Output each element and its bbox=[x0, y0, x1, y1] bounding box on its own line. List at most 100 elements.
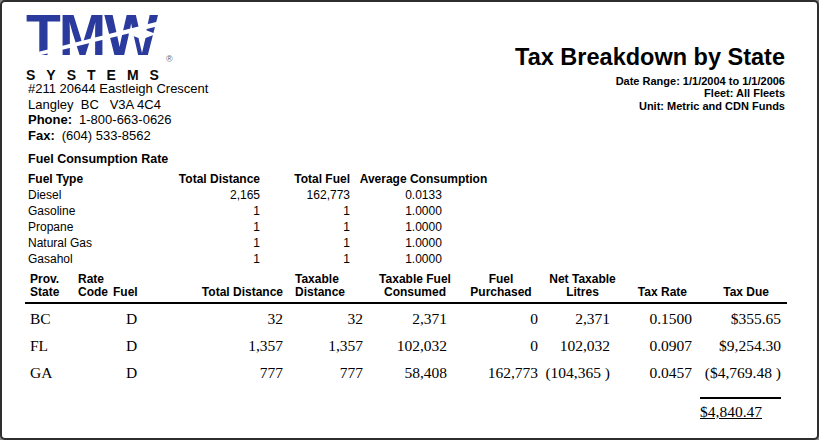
tax-breakdown-table: Prov.State RateCode Fuel Total Distance … bbox=[25, 273, 787, 421]
col-net-taxable-litres: Net TaxableLitres bbox=[540, 273, 625, 303]
table-row: BC D 32 32 2,371 0 2,371 0.1500 $355.65 bbox=[25, 303, 787, 330]
col-tax-due: Tax Due bbox=[695, 273, 787, 303]
report-meta: Date Range: 1/1/2004 to 1/1/2006 Fleet: … bbox=[616, 75, 785, 112]
total-tax-due-cell: $4,840.47 bbox=[695, 384, 787, 421]
tax-rate-cell: 0.0907 bbox=[625, 330, 695, 357]
date-range: Date Range: 1/1/2004 to 1/1/2006 bbox=[616, 75, 785, 87]
net-taxable-litres-cell: (104,365 ) bbox=[540, 357, 625, 384]
average-consumption-cell: 1.0000 bbox=[350, 218, 497, 234]
fuel-cell: D bbox=[113, 357, 178, 384]
state-cell: BC bbox=[25, 303, 73, 330]
col-fuel: Fuel bbox=[113, 273, 178, 303]
net-taxable-litres-cell: 102,032 bbox=[540, 330, 625, 357]
tax-due-cell: $9,254.30 bbox=[695, 330, 787, 357]
tax-due-cell: $355.65 bbox=[695, 303, 787, 330]
fax-line: Fax: (604) 533-8562 bbox=[28, 128, 208, 144]
fuel-consumption-table: Fuel Type Total Distance Total Fuel Aver… bbox=[28, 170, 497, 266]
table-row: Propane 1 1 1.0000 bbox=[28, 218, 497, 234]
col-taxable-fuel-consumed: Taxable FuelConsumed bbox=[368, 273, 462, 303]
unit: Unit: Metric and CDN Funds bbox=[616, 100, 785, 112]
total-fuel-cell: 162,773 bbox=[260, 186, 350, 202]
col-prov-state: Prov.State bbox=[25, 273, 73, 303]
company-logo: TMW ® SYSTEMS bbox=[26, 8, 184, 83]
col-average-consumption: Average Consumption bbox=[350, 170, 497, 186]
col-total-distance: Total Distance bbox=[178, 273, 283, 303]
tax-due-cell: ($4,769.48 ) bbox=[695, 357, 787, 384]
col-tax-rate: Tax Rate bbox=[625, 273, 695, 303]
taxable-fuel-consumed-cell: 2,371 bbox=[368, 303, 462, 330]
phone-value: 1-800-663-0626 bbox=[79, 112, 172, 127]
fuel-type-cell: Propane bbox=[28, 218, 170, 234]
report-page: TMW ® SYSTEMS #211 20644 Eastleigh Cresc… bbox=[0, 0, 819, 440]
sum-rule bbox=[700, 397, 781, 399]
average-consumption-cell: 0.0133 bbox=[350, 186, 497, 202]
total-distance-cell: 32 bbox=[178, 303, 283, 330]
total-fuel-cell: 1 bbox=[260, 218, 350, 234]
taxable-distance-cell: 777 bbox=[283, 357, 368, 384]
tmw-logo-mark: TMW ® bbox=[26, 8, 178, 64]
tax-rate-cell: 0.1500 bbox=[625, 303, 695, 330]
col-taxable-distance: TaxableDistance bbox=[283, 273, 368, 303]
total-distance-cell: 1,357 bbox=[178, 330, 283, 357]
col-rate-code: RateCode bbox=[73, 273, 113, 303]
total-fuel-cell: 1 bbox=[260, 234, 350, 250]
fuel-purchased-cell: 162,773 bbox=[462, 357, 540, 384]
total-fuel-cell: 1 bbox=[260, 250, 350, 266]
total-distance-cell: 777 bbox=[178, 357, 283, 384]
average-consumption-cell: 1.0000 bbox=[350, 250, 497, 266]
phone-label: Phone: bbox=[28, 112, 72, 127]
total-tax-due: $4,840.47 bbox=[700, 403, 762, 420]
registered-trademark-icon: ® bbox=[166, 54, 173, 64]
total-distance-cell: 1 bbox=[170, 202, 260, 218]
average-consumption-cell: 1.0000 bbox=[350, 234, 497, 250]
taxable-distance-cell: 1,357 bbox=[283, 330, 368, 357]
total-row: $4,840.47 bbox=[25, 384, 787, 421]
tax-breakdown-section: Prov.State RateCode Fuel Total Distance … bbox=[25, 273, 787, 421]
total-distance-cell: 1 bbox=[170, 218, 260, 234]
fax-label: Fax: bbox=[28, 128, 55, 143]
total-distance-cell: 2,165 bbox=[170, 186, 260, 202]
state-cell: FL bbox=[25, 330, 73, 357]
taxable-distance-cell: 32 bbox=[283, 303, 368, 330]
taxable-fuel-consumed-cell: 102,032 bbox=[368, 330, 462, 357]
total-fuel-cell: 1 bbox=[260, 202, 350, 218]
company-address-block: #211 20644 Eastleigh Crescent Langley BC… bbox=[28, 81, 208, 143]
net-taxable-litres-cell: 2,371 bbox=[540, 303, 625, 330]
fuel-cell: D bbox=[113, 303, 178, 330]
fuel-cell: D bbox=[113, 330, 178, 357]
tmw-logo-text: TMW bbox=[26, 8, 178, 62]
total-distance-cell: 1 bbox=[170, 234, 260, 250]
table-row: Gasahol 1 1 1.0000 bbox=[28, 250, 497, 266]
fuel-type-cell: Gasahol bbox=[28, 250, 170, 266]
total-distance-cell: 1 bbox=[170, 250, 260, 266]
fuel-type-cell: Diesel bbox=[28, 186, 170, 202]
report-title: Tax Breakdown by State bbox=[515, 44, 785, 71]
fuel-purchased-cell: 0 bbox=[462, 330, 540, 357]
col-fuel-purchased: FuelPurchased bbox=[462, 273, 540, 303]
col-total-fuel: Total Fuel bbox=[260, 170, 350, 186]
fuel-purchased-cell: 0 bbox=[462, 303, 540, 330]
fuel-type-cell: Gasoline bbox=[28, 202, 170, 218]
col-total-distance: Total Distance bbox=[170, 170, 260, 186]
fuel-table-header-row: Fuel Type Total Distance Total Fuel Aver… bbox=[28, 170, 497, 186]
fleet: Fleet: All Fleets bbox=[616, 87, 785, 99]
col-fuel-type: Fuel Type bbox=[28, 170, 170, 186]
taxable-fuel-consumed-cell: 58,408 bbox=[368, 357, 462, 384]
table-row: Gasoline 1 1 1.0000 bbox=[28, 202, 497, 218]
fuel-type-cell: Natural Gas bbox=[28, 234, 170, 250]
rate-code-cell bbox=[73, 330, 113, 357]
table-row: GA D 777 777 58,408 162,773 (104,365 ) 0… bbox=[25, 357, 787, 384]
rate-code-cell bbox=[73, 357, 113, 384]
table-row: FL D 1,357 1,357 102,032 0 102,032 0.090… bbox=[25, 330, 787, 357]
table-row: Natural Gas 1 1 1.0000 bbox=[28, 234, 497, 250]
tax-rate-cell: 0.0457 bbox=[625, 357, 695, 384]
fax-value: (604) 533-8562 bbox=[62, 128, 151, 143]
address-line-1: #211 20644 Eastleigh Crescent bbox=[28, 81, 208, 97]
table-row: Diesel 2,165 162,773 0.0133 bbox=[28, 186, 497, 202]
rate-code-cell bbox=[73, 303, 113, 330]
address-line-2: Langley BC V3A 4C4 bbox=[28, 97, 208, 113]
average-consumption-cell: 1.0000 bbox=[350, 202, 497, 218]
total-spacer bbox=[25, 384, 695, 421]
phone-line: Phone: 1-800-663-0626 bbox=[28, 112, 208, 128]
fuel-consumption-section: Fuel Consumption Rate Fuel Type Total Di… bbox=[28, 152, 497, 266]
